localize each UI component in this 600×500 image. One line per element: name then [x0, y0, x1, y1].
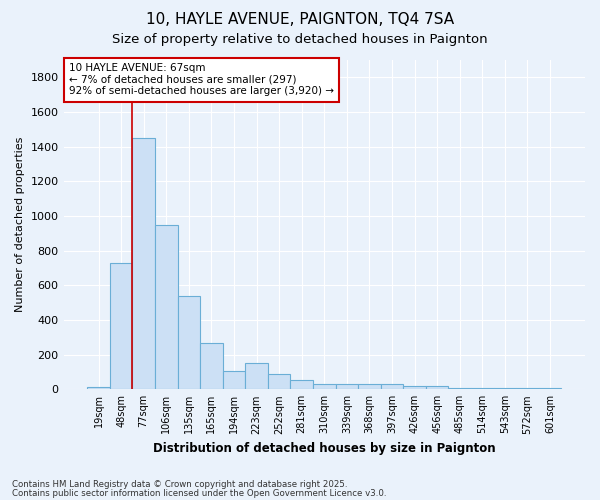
Bar — [178, 296, 200, 390]
Bar — [268, 374, 290, 390]
Bar — [471, 388, 494, 390]
Bar — [313, 384, 335, 390]
Bar — [155, 224, 178, 390]
Bar — [290, 380, 313, 390]
Bar — [87, 386, 110, 390]
Bar — [426, 386, 448, 390]
Text: Contains HM Land Registry data © Crown copyright and database right 2025.: Contains HM Land Registry data © Crown c… — [12, 480, 347, 489]
Bar — [335, 384, 358, 390]
Bar — [200, 342, 223, 390]
Bar — [381, 384, 403, 390]
X-axis label: Distribution of detached houses by size in Paignton: Distribution of detached houses by size … — [153, 442, 496, 455]
Text: Size of property relative to detached houses in Paignton: Size of property relative to detached ho… — [112, 32, 488, 46]
Bar — [245, 364, 268, 390]
Text: Contains public sector information licensed under the Open Government Licence v3: Contains public sector information licen… — [12, 488, 386, 498]
Bar — [110, 263, 133, 390]
Y-axis label: Number of detached properties: Number of detached properties — [15, 137, 25, 312]
Bar — [516, 388, 539, 390]
Bar — [448, 388, 471, 390]
Bar — [223, 371, 245, 390]
Bar — [403, 386, 426, 390]
Bar — [358, 384, 381, 390]
Text: 10 HAYLE AVENUE: 67sqm
← 7% of detached houses are smaller (297)
92% of semi-det: 10 HAYLE AVENUE: 67sqm ← 7% of detached … — [69, 64, 334, 96]
Bar — [133, 138, 155, 390]
Bar — [539, 388, 561, 390]
Text: 10, HAYLE AVENUE, PAIGNTON, TQ4 7SA: 10, HAYLE AVENUE, PAIGNTON, TQ4 7SA — [146, 12, 454, 28]
Bar — [494, 388, 516, 390]
